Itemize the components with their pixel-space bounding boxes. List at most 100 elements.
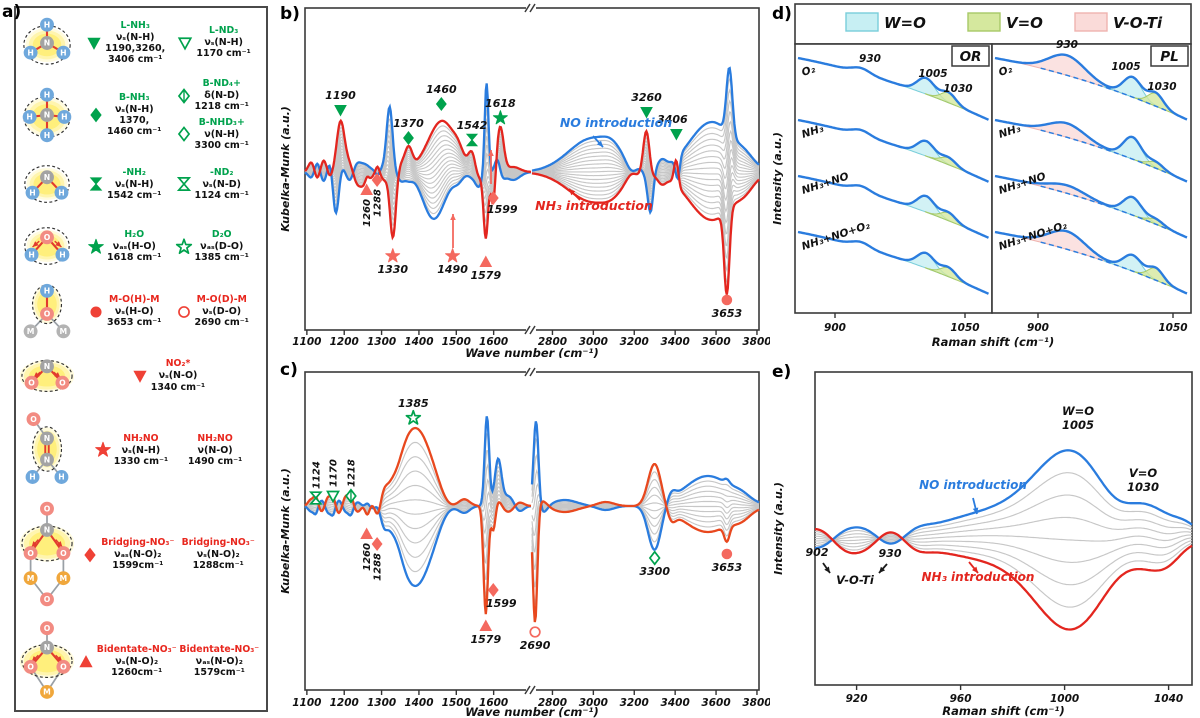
dashed-baseline bbox=[1040, 67, 1170, 113]
annotation-text: 930 bbox=[879, 547, 902, 560]
vibration-line: 1288cm⁻¹ bbox=[192, 560, 244, 572]
legend-entries: M-O(H)-M νₛ(H-O) 3653 cm⁻¹ M-O(D)-M νₛ(D-O) 2… bbox=[74, 294, 262, 328]
panel-d-label: d) bbox=[772, 4, 792, 24]
legend-entry: M-O(D)-M νₛ(D-O) 2690 cm⁻¹ bbox=[175, 294, 249, 328]
circle bbox=[177, 305, 190, 318]
raman-curve bbox=[797, 174, 990, 239]
y-axis-label: Intensity (a.u.) bbox=[771, 132, 784, 225]
atom-M bbox=[56, 324, 71, 339]
star-marker-icon bbox=[445, 248, 460, 263]
path bbox=[84, 547, 96, 563]
atom-label: H bbox=[59, 250, 65, 259]
circle-marker-icon bbox=[721, 294, 733, 306]
vibration-line: νₐₛ(D-O) bbox=[200, 240, 244, 252]
panel-e-plot: 920 960 1000 1040 Raman shift (cm⁻¹) Intensit… bbox=[772, 371, 1193, 718]
arrow-head bbox=[33, 372, 40, 379]
peak-label: 1190 bbox=[325, 89, 356, 102]
annotation-arrow bbox=[968, 561, 979, 574]
axis-tick-label: 3200 bbox=[620, 336, 649, 348]
legend-entry-text: Bridging-NO₃⁻ νₛ(N-O)₂ 1288cm⁻¹ bbox=[182, 537, 255, 572]
species-title: M-O(D)-M bbox=[196, 294, 247, 306]
legend-entries: H₂O νₐₛ(H-O) 1618 cm⁻¹ D₂O νₐₛ(D-O) 1385 cm⁻¹ bbox=[74, 229, 262, 263]
axis-break bbox=[526, 326, 536, 334]
axis-break-slash bbox=[524, 367, 531, 377]
legend-entry-text: Bidentate-NO₃⁻ νₛ(N-O)₂ 1260cm⁻¹ bbox=[97, 644, 177, 678]
vibration-line: 3300 cm⁻¹ bbox=[194, 139, 249, 151]
vibration-line: 1340 cm⁻¹ bbox=[150, 381, 206, 393]
peak-label: 1005 bbox=[1111, 61, 1140, 73]
legend-marker-icon bbox=[90, 107, 102, 123]
path bbox=[487, 190, 499, 206]
panel-a-label: a) bbox=[2, 2, 22, 22]
panel-b-label: b) bbox=[280, 4, 300, 24]
vibration-line: δ(N-D) bbox=[204, 90, 240, 102]
vibration-line: νₛ(H-O) bbox=[114, 306, 154, 318]
legend-marker-icon bbox=[94, 442, 111, 458]
atom-label: M bbox=[60, 574, 68, 583]
arrow-head bbox=[32, 240, 39, 247]
axis-break-slash bbox=[529, 685, 536, 695]
legend-entry: B-NHD₃+ ν(N-H) 3300 cm⁻¹ bbox=[175, 117, 249, 151]
peak-label: 1542 bbox=[457, 119, 488, 132]
legend-entry: B-ND₄+ δ(N-D) 1218 cm⁻¹ bbox=[175, 78, 249, 112]
axis-tick-label: 1500 bbox=[442, 697, 471, 709]
legend-entry: NH₂NO ν(N-O) 1490 cm⁻¹ bbox=[188, 433, 242, 467]
atom-H bbox=[55, 247, 70, 262]
path bbox=[133, 370, 147, 383]
peak-label: 1124 bbox=[311, 461, 322, 489]
diamond-marker-icon bbox=[177, 126, 190, 143]
vibration-line: 3406 cm⁻¹ bbox=[107, 54, 163, 66]
circle bbox=[721, 548, 733, 560]
peak-label: 1599 bbox=[486, 597, 517, 610]
path bbox=[360, 527, 373, 539]
path bbox=[360, 183, 373, 195]
annotation-arrow bbox=[32, 240, 40, 248]
axis-tick-label: 960 bbox=[950, 693, 972, 705]
peak-label: 930 bbox=[1056, 39, 1078, 51]
dashed-baseline bbox=[1040, 129, 1170, 175]
atom-H bbox=[54, 186, 69, 200]
panel-b-plot: 1100 1200 1300 1400 1500 1600 2800 3000 3200 3400… bbox=[279, 3, 770, 358]
subpanel-box-OR bbox=[794, 43, 993, 314]
panel-c-label: c) bbox=[280, 360, 298, 380]
subpanel-tag: OR bbox=[960, 49, 982, 65]
peak-label: 1579 bbox=[470, 269, 501, 282]
legend-entries: -NH₂ νₛ(N-H) 1542 cm⁻¹ -ND₂ νₛ(N-D) 1124 cm⁻¹ bbox=[74, 167, 262, 201]
legend-marker-icon bbox=[90, 306, 102, 318]
legend-row: O N N H H NH₂NO νₛ(N-H) 1330 cm⁻¹ NH₂NO ν(N-O) 149… bbox=[20, 408, 262, 492]
atom-label: H bbox=[28, 250, 34, 259]
atom-label: H bbox=[29, 473, 35, 482]
molecule-diagram: O N O O M bbox=[20, 621, 74, 699]
axis-break-slash bbox=[529, 3, 536, 13]
atom-O bbox=[23, 545, 38, 560]
path bbox=[79, 655, 93, 668]
legend-row: N H H H H B-NH₃ νₛ(N-H) 1370, 1460 cm⁻¹ B-ND₄+ δ(N… bbox=[20, 78, 262, 151]
star-marker-icon bbox=[405, 409, 422, 425]
legend-entry-stack: B-ND₄+ δ(N-D) 1218 cm⁻¹ B-NHD₃+ ν(N-H) 3300 c… bbox=[175, 78, 249, 151]
legend-swatch-pink bbox=[1074, 12, 1108, 32]
legend-entry: M-O(H)-M νₛ(H-O) 3653 cm⁻¹ bbox=[87, 294, 161, 328]
atom-N bbox=[40, 522, 54, 537]
axis-tick-label: 2800 bbox=[538, 697, 567, 709]
atom-H bbox=[25, 470, 40, 485]
atom-H bbox=[56, 45, 71, 60]
atom-label: N bbox=[44, 173, 50, 182]
path bbox=[670, 129, 683, 141]
raman-curve bbox=[994, 53, 1188, 121]
legend-label: V-O-Ti bbox=[1113, 14, 1163, 32]
path bbox=[487, 582, 499, 598]
path bbox=[371, 172, 383, 188]
atom-N bbox=[40, 359, 54, 374]
star-marker-icon bbox=[88, 238, 104, 254]
atom-label: M bbox=[43, 688, 51, 697]
tri-up-marker-icon bbox=[79, 655, 93, 668]
annotation-arrow bbox=[878, 563, 888, 574]
atom-label: O bbox=[44, 233, 51, 242]
atom-label: M bbox=[60, 327, 68, 336]
diamond-marker-icon bbox=[648, 550, 661, 566]
peak-label: 1260 bbox=[362, 543, 373, 571]
path bbox=[479, 619, 493, 631]
tri-down-marker-icon bbox=[133, 370, 147, 383]
atom-label: M bbox=[27, 574, 35, 583]
diamond-marker-icon bbox=[84, 547, 96, 563]
